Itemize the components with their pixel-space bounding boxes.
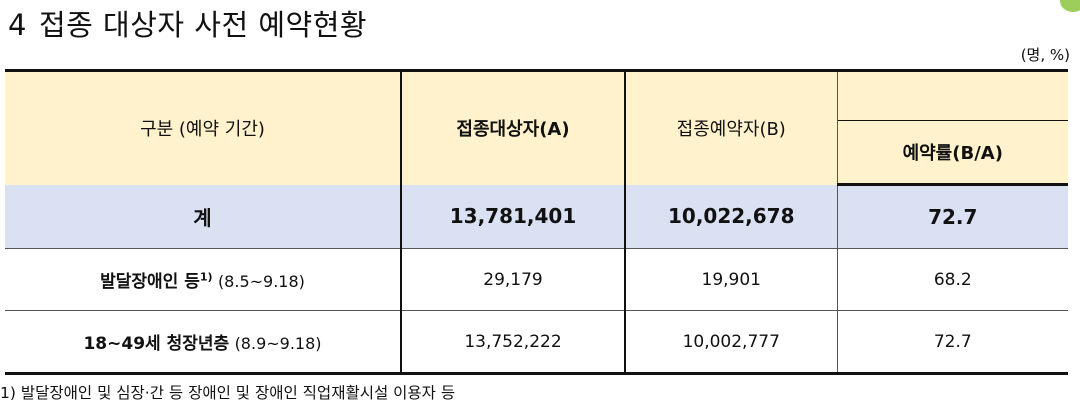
footnote: 1) 발달장애인 및 심장·간 등 장애인 및 장애인 직업재활시설 이용자 등	[0, 384, 456, 402]
footnote-marker: 1)	[199, 270, 213, 284]
row-reserved: 10,002,777	[625, 310, 838, 374]
row-rate: 68.2	[837, 248, 1068, 311]
leaf-decoration	[1060, 0, 1080, 12]
table-row: 발달장애인 등1) (8.5~9.18) 29,179 19,901 68.2	[5, 248, 1068, 311]
header-reserved: 접종예약자(B)	[625, 70, 838, 185]
row-target: 13,752,222	[401, 310, 626, 374]
row-rate: 72.7	[933, 331, 972, 352]
row-category: 18~49세 청장년층 (8.9~9.18)	[5, 310, 402, 374]
row-period: (8.9~9.18)	[234, 334, 322, 353]
table-row: 18~49세 청장년층 (8.9~9.18) 13,752,222 10,002…	[5, 310, 1068, 374]
unit-label: (명, %)	[1020, 46, 1070, 64]
row-label: 발달장애인 등	[100, 272, 200, 292]
header-reserved-label: 접종예약자(B)	[676, 119, 786, 141]
total-row: 계 13,781,401 10,022,678 72.7	[5, 184, 1068, 249]
header-target: 접종대상자(A)	[401, 70, 626, 185]
row-reserved: 19,901	[625, 248, 838, 311]
row-target: 29,179	[401, 248, 626, 311]
total-reserved: 10,022,678	[625, 184, 838, 249]
header-reserved-ext	[837, 70, 1068, 121]
total-label: 계	[5, 184, 402, 249]
total-rate: 72.7	[837, 184, 1068, 249]
row-category: 발달장애인 등1) (8.5~9.18)	[5, 248, 402, 311]
header-rate: 예약률(B/A)	[837, 120, 1068, 186]
section-number: 4	[8, 8, 27, 42]
section-title-text: 접종 대상자 사전 예약현황	[38, 8, 368, 42]
reservation-table: 구분 (예약 기간) 접종대상자(A) 접종예약자(B) 예약률(B/A) 계 …	[5, 69, 1068, 375]
row-label: 18~49세 청장년층	[83, 334, 230, 354]
total-target: 13,781,401	[401, 184, 626, 249]
header-category: 구분 (예약 기간)	[5, 70, 402, 185]
section-title: 4 접종 대상자 사전 예약현황	[8, 2, 367, 44]
row-period: (8.5~9.18)	[217, 272, 305, 291]
